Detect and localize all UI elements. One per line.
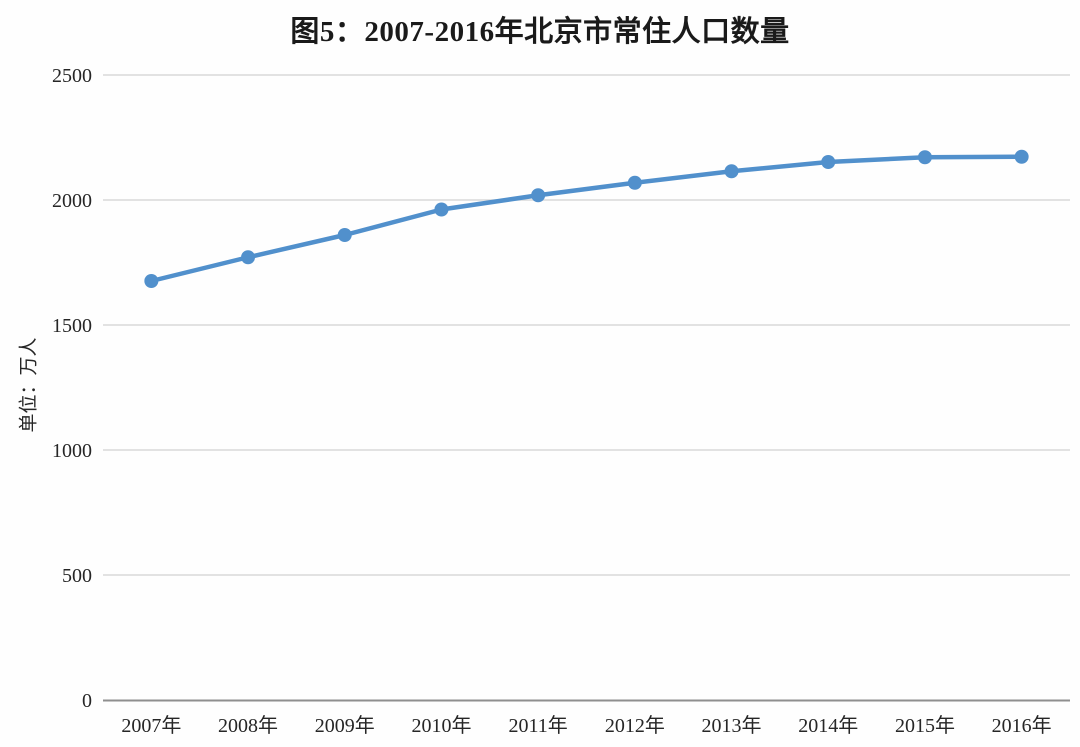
- data-point-marker: [917, 150, 932, 165]
- x-axis-tick-label: 2010年: [411, 714, 471, 737]
- y-axis-tick-label: 1500: [52, 315, 92, 337]
- y-axis-tick-label: 2500: [52, 65, 92, 87]
- x-axis-tick-label: 2012年: [605, 714, 665, 737]
- y-axis-tick-label: 2000: [52, 190, 92, 212]
- chart-title: 图5：2007-2016年北京市常住人口数量: [290, 16, 790, 48]
- y-axis-tick-label: 0: [82, 690, 92, 712]
- data-point-marker: [724, 164, 739, 179]
- x-axis-tick-label: 2011年: [509, 714, 568, 737]
- x-axis-tick-label: 2013年: [702, 714, 762, 737]
- x-axis-tick-label: 2009年: [315, 714, 375, 737]
- data-point-marker: [1014, 149, 1029, 164]
- data-point-marker: [821, 155, 836, 169]
- x-axis-tick-label: 2008年: [218, 714, 278, 737]
- x-axis-tick-label: 2016年: [992, 714, 1052, 737]
- y-axis-tick-label: 1000: [52, 440, 92, 462]
- x-axis-tick-label: 2015年: [895, 714, 955, 737]
- data-point-marker: [337, 228, 352, 242]
- data-point-marker: [144, 274, 159, 288]
- population-line-series: [149, 154, 1024, 284]
- x-axis-tick-label: 2014年: [798, 714, 858, 737]
- data-point-marker: [434, 202, 449, 217]
- data-point-marker: [531, 188, 546, 203]
- y-axis-tick-label: 500: [62, 565, 92, 587]
- data-point-marker: [241, 250, 256, 265]
- x-axis-tick-label: 2007年: [121, 714, 181, 737]
- data-point-marker: [627, 175, 642, 190]
